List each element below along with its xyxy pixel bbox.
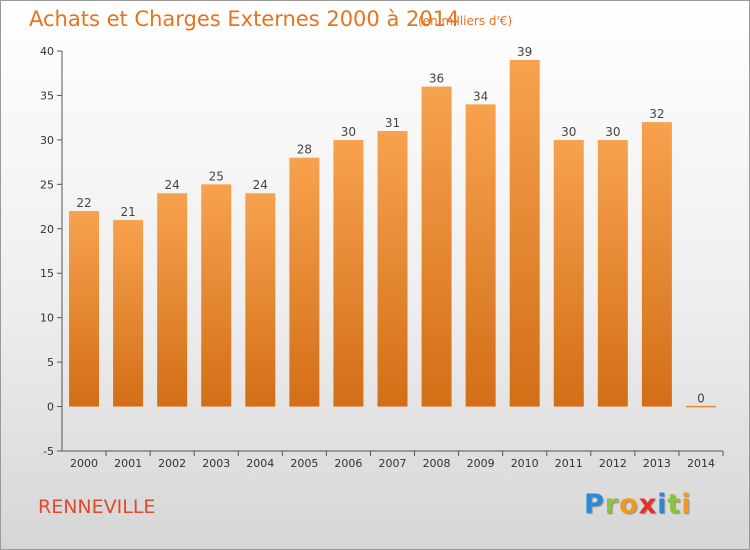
bar bbox=[509, 59, 540, 407]
bar bbox=[377, 131, 408, 407]
bar bbox=[245, 193, 276, 407]
data-label: 0 bbox=[697, 392, 705, 406]
x-tick-label: 2006 bbox=[334, 457, 362, 470]
bar bbox=[113, 219, 144, 407]
logo-letter: i bbox=[681, 489, 692, 520]
data-label: 30 bbox=[605, 125, 620, 139]
x-tick-label: 2007 bbox=[379, 457, 407, 470]
logo-letter: o bbox=[619, 489, 639, 520]
data-label: 30 bbox=[561, 125, 576, 139]
data-label: 25 bbox=[209, 169, 224, 183]
unit-label: (en milliers d'€) bbox=[418, 14, 513, 28]
town-name: RENNEVILLE bbox=[38, 496, 156, 518]
x-tick-label: 2008 bbox=[423, 457, 451, 470]
x-tick-label: 2003 bbox=[202, 457, 230, 470]
bar bbox=[69, 211, 100, 407]
x-tick-label: 2009 bbox=[467, 457, 495, 470]
x-tick-label: 2004 bbox=[246, 457, 274, 470]
data-labels: 22 21 24 25 24 28 30 31 36 34 39 30 30 32 0 bbox=[76, 45, 704, 406]
bar bbox=[333, 139, 364, 407]
y-tick-label: 0 bbox=[47, 401, 54, 414]
y-tick-label: 35 bbox=[40, 89, 54, 102]
y-tick-label: 40 bbox=[40, 45, 54, 58]
proxiti-logo: Proxiti bbox=[584, 489, 692, 520]
data-label: 36 bbox=[429, 72, 444, 86]
data-label: 24 bbox=[165, 178, 180, 192]
y-tick-label: 25 bbox=[40, 178, 54, 191]
bar bbox=[553, 139, 584, 407]
axes: -5 0 5 10 15 20 25 30 35 40 2000 2001 2002 2003 2004 20… bbox=[40, 45, 724, 470]
logo-letter: x bbox=[638, 489, 658, 520]
data-label: 39 bbox=[517, 45, 532, 59]
logo-letter: t bbox=[667, 489, 682, 520]
bar bbox=[201, 184, 232, 407]
x-tick-label: 2013 bbox=[643, 457, 671, 470]
data-label: 34 bbox=[473, 89, 488, 103]
logo-letter: i bbox=[657, 489, 668, 520]
data-label: 32 bbox=[649, 107, 664, 121]
y-tick-label: 10 bbox=[40, 312, 54, 325]
y-tick-label: 20 bbox=[40, 223, 54, 236]
logo-letter: P bbox=[584, 489, 605, 520]
x-tick-label: 2000 bbox=[70, 457, 98, 470]
bar bbox=[641, 122, 672, 407]
bar bbox=[421, 86, 452, 407]
x-tick-label: 2011 bbox=[555, 457, 583, 470]
x-tick-label: 2001 bbox=[114, 457, 142, 470]
x-tick-label: 2002 bbox=[158, 457, 186, 470]
x-tick-label: 2014 bbox=[687, 457, 715, 470]
bar bbox=[289, 157, 320, 407]
y-tick-label: 30 bbox=[40, 134, 54, 147]
x-tick-label: 2005 bbox=[290, 457, 318, 470]
bar bbox=[597, 139, 628, 407]
x-tick-label: 2010 bbox=[511, 457, 539, 470]
data-label: 31 bbox=[385, 116, 400, 130]
data-label: 30 bbox=[341, 125, 356, 139]
bar bbox=[465, 104, 496, 407]
y-tick-label: -5 bbox=[43, 445, 54, 458]
bars bbox=[69, 59, 716, 408]
logo-letter: r bbox=[604, 489, 620, 520]
bar bbox=[685, 405, 716, 408]
chart-title: Achats et Charges Externes 2000 à 2014 bbox=[29, 7, 460, 31]
y-tick-label: 5 bbox=[47, 356, 54, 369]
data-label: 21 bbox=[120, 205, 135, 219]
data-label: 22 bbox=[76, 196, 91, 210]
bar bbox=[157, 193, 188, 407]
data-label: 28 bbox=[297, 143, 312, 157]
x-tick-label: 2012 bbox=[599, 457, 627, 470]
y-tick-label: 15 bbox=[40, 267, 54, 280]
data-label: 24 bbox=[253, 178, 268, 192]
